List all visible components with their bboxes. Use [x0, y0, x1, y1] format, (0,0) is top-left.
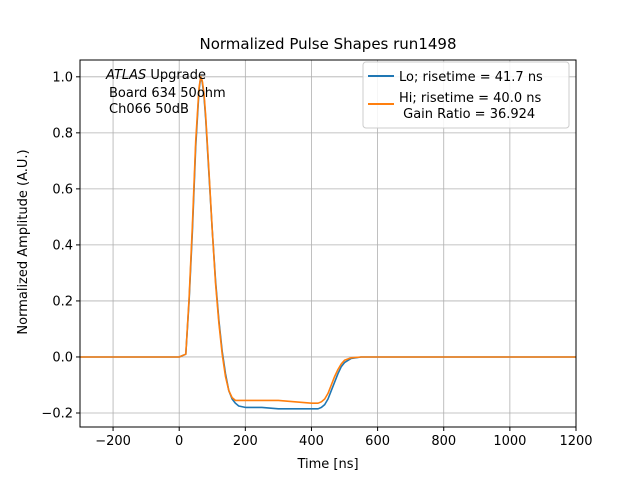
legend: Lo; risetime = 41.7 ns Hi; risetime = 40.…: [362, 61, 570, 129]
legend-label: Hi; risetime = 40.0 ns Gain Ratio = 36.9…: [399, 91, 541, 122]
x-tick-label: 400: [299, 434, 324, 449]
svg-text:ATLAS Upgrade: ATLAS Upgrade: [105, 68, 206, 83]
atlas-annotation: ATLAS Upgrade Board 634 50ohm Ch066 50dB: [105, 68, 226, 117]
upgrade-label: Upgrade: [146, 68, 206, 83]
board-label: Board 634 50ohm: [109, 86, 226, 101]
y-axis-label: Normalized Amplitude (A.U.): [16, 149, 31, 334]
y-tick-label: 1.0: [52, 70, 73, 85]
x-axis-label: Time [ns]: [296, 457, 358, 472]
series-layer: [80, 76, 576, 410]
x-tick-label: 1200: [559, 434, 592, 449]
channel-label: Ch066 50dB: [109, 102, 189, 117]
x-tick-label: 1000: [493, 434, 526, 449]
chart-title: Normalized Pulse Shapes run1498: [199, 35, 456, 53]
legend-label: Lo; risetime = 41.7 ns: [399, 70, 543, 85]
x-tick-label: 0: [175, 434, 183, 449]
x-tick-label: 200: [233, 434, 258, 449]
legend-box: [362, 61, 570, 129]
plot-frame: [79, 59, 577, 428]
x-axis: −200 0 200 400 600 800 1000 1200: [95, 427, 593, 449]
y-tick-label: 0.0: [52, 350, 73, 365]
series-line-hi: [80, 76, 576, 405]
y-tick-label: 0.4: [52, 238, 73, 253]
atlas-label: ATLAS: [105, 68, 146, 83]
y-tick-label: 0.6: [52, 182, 73, 197]
y-tick-label: 0.2: [52, 294, 73, 309]
y-axis: −0.2 0.0 0.2 0.4 0.6 0.8 1.0: [41, 70, 80, 421]
y-tick-label: −0.2: [41, 406, 73, 421]
y-tick-label: 0.8: [52, 126, 73, 141]
x-tick-label: 800: [431, 434, 456, 449]
x-tick-label: −200: [95, 434, 131, 449]
x-tick-label: 600: [365, 434, 390, 449]
